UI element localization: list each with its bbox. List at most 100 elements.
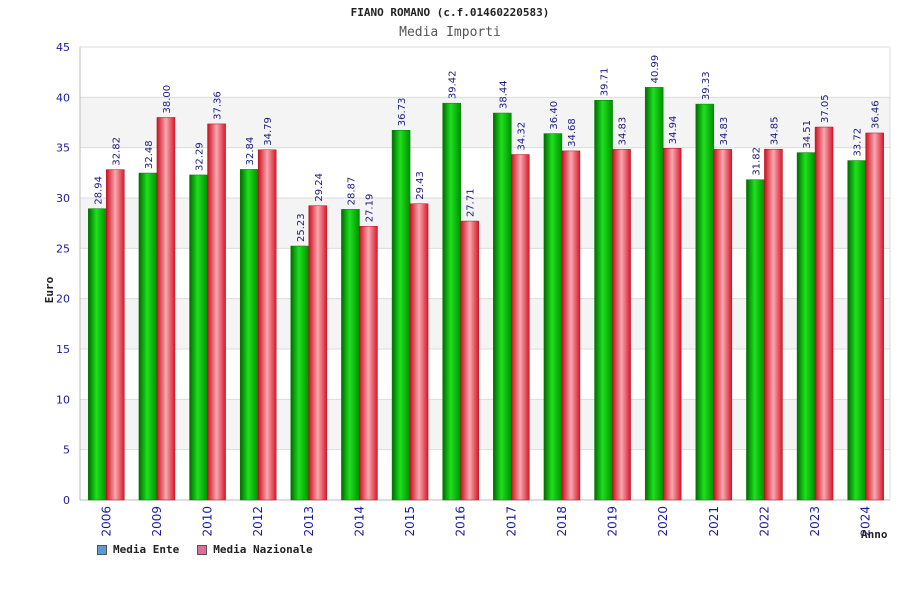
bar-media-ente bbox=[290, 245, 310, 501]
bar-media-ente bbox=[189, 174, 208, 501]
bar-media-nazionale bbox=[865, 132, 884, 501]
x-axis-label: Anno bbox=[861, 528, 888, 541]
data-label: 38.44 bbox=[498, 80, 509, 109]
bar-media-ente bbox=[442, 102, 461, 501]
data-label: 29.24 bbox=[314, 173, 325, 202]
x-tick-label: 2015 bbox=[403, 506, 417, 537]
bar-media-ente bbox=[847, 160, 866, 501]
legend-swatch bbox=[97, 544, 107, 555]
bar-media-nazionale bbox=[207, 123, 226, 501]
bar-media-nazionale bbox=[156, 117, 176, 501]
x-tick-label: 2016 bbox=[454, 506, 468, 537]
bars bbox=[88, 87, 884, 501]
x-tick-label: 2017 bbox=[504, 506, 518, 537]
x-tick-label: 2023 bbox=[808, 506, 822, 537]
bar-media-ente bbox=[746, 179, 765, 501]
data-label: 31.82 bbox=[751, 147, 762, 176]
x-tick-label: 2010 bbox=[201, 506, 215, 537]
y-tick-label: 25 bbox=[56, 242, 70, 255]
bar-media-nazionale bbox=[308, 205, 328, 501]
data-label: 37.05 bbox=[820, 94, 831, 123]
data-label: 25.23 bbox=[296, 213, 307, 242]
legend: Media Ente Media Nazionale bbox=[97, 543, 313, 556]
grid-band bbox=[80, 47, 890, 98]
x-tick-label: 2006 bbox=[99, 506, 113, 537]
data-label: 33.72 bbox=[853, 128, 864, 157]
bar-media-ente bbox=[88, 208, 107, 501]
bar-media-nazionale bbox=[359, 226, 378, 501]
y-tick-label: 10 bbox=[56, 393, 70, 406]
bar-media-nazionale bbox=[106, 169, 125, 501]
data-label: 34.68 bbox=[567, 118, 578, 147]
x-tick-label: 2013 bbox=[302, 506, 316, 537]
bar-media-nazionale bbox=[764, 148, 783, 501]
bar-media-nazionale bbox=[612, 149, 631, 501]
legend-label: Media Ente bbox=[113, 543, 180, 556]
data-label: 32.48 bbox=[144, 140, 155, 169]
y-axis-label: Euro bbox=[43, 276, 56, 303]
legend-item-media-nazionale: Media Nazionale bbox=[197, 543, 313, 556]
chart-subtitle: Media Importi bbox=[399, 25, 501, 40]
x-tick-label: 2012 bbox=[251, 506, 265, 537]
x-tick-label: 2022 bbox=[757, 506, 771, 537]
x-tick-label: 2014 bbox=[352, 506, 366, 537]
data-label: 34.51 bbox=[802, 120, 813, 149]
bar-media-nazionale bbox=[257, 149, 277, 501]
data-label: 32.29 bbox=[195, 142, 206, 171]
data-label: 32.82 bbox=[111, 137, 122, 166]
bar-media-ente bbox=[543, 133, 563, 501]
data-label: 36.46 bbox=[871, 100, 882, 129]
data-labels: 28.94 32.82 32.48 38.00 32.29 37.36 32.84 34.79… bbox=[93, 55, 881, 242]
data-label: 34.83 bbox=[719, 117, 730, 146]
bar-media-nazionale bbox=[713, 149, 733, 501]
bar-media-ente bbox=[341, 209, 360, 501]
legend-swatch bbox=[197, 544, 208, 555]
y-tick-label: 20 bbox=[56, 293, 70, 306]
data-label: 36.40 bbox=[549, 101, 560, 130]
data-label: 34.32 bbox=[516, 122, 527, 151]
x-tick-label: 2019 bbox=[606, 506, 620, 537]
x-tick-label: 2020 bbox=[656, 506, 670, 537]
x-tick-labels: 2006 2009 2010 2012 2013 2014 2015 2016 2017 2018… bbox=[99, 506, 872, 537]
data-label: 34.79 bbox=[263, 117, 274, 146]
bar-media-nazionale bbox=[409, 203, 429, 501]
data-label: 34.94 bbox=[668, 116, 679, 145]
legend-label: Media Nazionale bbox=[213, 543, 313, 556]
bar-media-ente bbox=[391, 130, 411, 501]
y-tick-label: 45 bbox=[56, 41, 70, 54]
data-label: 40.99 bbox=[650, 55, 661, 84]
x-tick-label: 2024 bbox=[859, 506, 873, 537]
data-label: 28.94 bbox=[93, 176, 104, 205]
y-tick-labels: 0 5 10 15 20 25 30 35 40 45 bbox=[56, 41, 70, 507]
bar-media-ente bbox=[493, 112, 512, 501]
bar-media-nazionale bbox=[814, 126, 834, 501]
data-label: 27.19 bbox=[364, 194, 375, 223]
data-label: 27.71 bbox=[466, 188, 477, 217]
y-tick-label: 15 bbox=[56, 343, 70, 356]
y-tick-label: 40 bbox=[56, 91, 70, 104]
legend-item-media-ente: Media Ente bbox=[97, 543, 179, 556]
data-label: 39.33 bbox=[701, 71, 712, 100]
data-label: 28.87 bbox=[346, 177, 357, 206]
y-tick-label: 0 bbox=[63, 494, 70, 507]
data-label: 37.36 bbox=[213, 91, 224, 120]
bar-media-ente bbox=[138, 172, 158, 501]
y-tick-label: 30 bbox=[56, 192, 70, 205]
bar-media-ente bbox=[594, 100, 613, 501]
bar-media-ente bbox=[644, 87, 664, 501]
data-label: 39.71 bbox=[600, 68, 611, 97]
x-tick-label: 2021 bbox=[707, 506, 721, 537]
bar-media-nazionale bbox=[460, 220, 479, 501]
data-label: 36.73 bbox=[397, 98, 408, 127]
y-tick-label: 35 bbox=[56, 142, 70, 155]
data-label: 39.42 bbox=[448, 71, 459, 100]
bar-media-nazionale bbox=[511, 154, 530, 501]
bar-media-nazionale bbox=[662, 148, 682, 501]
bar-media-ente bbox=[239, 169, 259, 501]
data-label: 38.00 bbox=[162, 85, 173, 114]
data-label: 29.43 bbox=[415, 171, 426, 200]
y-tick-label: 5 bbox=[63, 444, 70, 457]
x-tick-label: 2009 bbox=[150, 506, 164, 537]
bar-media-ente bbox=[695, 103, 715, 501]
